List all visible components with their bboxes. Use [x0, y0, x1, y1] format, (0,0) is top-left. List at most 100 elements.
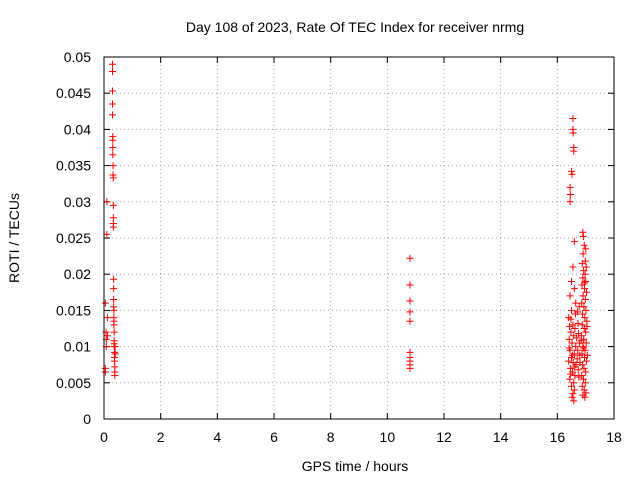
data-point — [568, 170, 576, 178]
x-tick-label: 4 — [213, 429, 221, 445]
data-point — [581, 379, 589, 387]
data-point — [109, 100, 116, 108]
data-point — [578, 299, 586, 307]
data-point — [582, 339, 590, 347]
data-point — [568, 167, 575, 175]
data-point — [570, 379, 578, 387]
data-point — [111, 343, 119, 351]
data-point — [581, 314, 589, 322]
data-point — [571, 325, 579, 332]
y-tick-label: 0.005 — [56, 375, 91, 391]
data-point — [110, 321, 118, 329]
data-point — [406, 281, 414, 289]
data-point — [571, 363, 579, 371]
data-point — [580, 386, 588, 394]
x-tick-label: 10 — [380, 429, 396, 445]
data-point — [566, 198, 574, 206]
data-point — [111, 350, 119, 358]
data-point — [109, 111, 116, 119]
data-point — [579, 250, 587, 258]
data-point — [566, 292, 574, 300]
x-tick-labels: 0 2 4 6 8 10 12 14 16 18 — [100, 429, 622, 445]
data-point — [573, 334, 581, 342]
x-tick-label: 18 — [606, 429, 622, 445]
data-point — [568, 277, 575, 285]
data-point — [573, 355, 581, 363]
x-tick-label: 6 — [270, 429, 278, 445]
data-point — [565, 344, 573, 352]
data-point — [110, 328, 118, 336]
data-point — [581, 393, 589, 401]
data-point — [577, 337, 585, 345]
y-tick-label: 0.05 — [64, 49, 91, 65]
data-point — [583, 351, 591, 359]
data-point — [580, 267, 588, 275]
data-point — [570, 285, 578, 293]
y-tick-labels: 0 0.005 0.01 0.015 0.02 0.025 0.03 0.035 0.04 0.0… — [56, 49, 91, 427]
data-points — [101, 60, 591, 405]
data-point — [570, 397, 578, 405]
data-point — [109, 201, 117, 209]
y-tick-label: 0.025 — [56, 230, 91, 246]
data-point — [574, 346, 582, 354]
data-point — [572, 343, 580, 351]
data-point — [570, 238, 578, 246]
y-tick-label: 0.02 — [64, 266, 91, 282]
data-point — [406, 297, 414, 305]
data-point — [581, 279, 589, 287]
data-point — [565, 357, 573, 365]
data-point — [406, 254, 414, 262]
data-point — [579, 343, 587, 351]
grid — [104, 57, 614, 419]
data-point — [580, 241, 588, 249]
data-point — [580, 364, 588, 372]
data-point — [406, 364, 414, 372]
data-point — [571, 372, 579, 380]
data-point — [583, 322, 591, 330]
data-point — [566, 322, 574, 330]
data-point — [579, 310, 587, 318]
data-point — [109, 67, 116, 75]
plot-frame — [103, 56, 615, 420]
data-point — [578, 350, 586, 358]
data-point — [582, 328, 590, 336]
data-point — [568, 382, 575, 390]
data-point — [406, 317, 414, 325]
data-point — [568, 351, 576, 359]
x-tick-label: 2 — [157, 429, 165, 445]
data-point — [110, 275, 118, 283]
data-point — [582, 368, 590, 376]
data-point — [568, 393, 576, 401]
data-point — [110, 285, 118, 293]
data-point — [569, 321, 577, 329]
data-point — [569, 129, 577, 137]
data-point — [109, 223, 117, 231]
data-point — [103, 314, 111, 322]
data-point — [566, 183, 574, 191]
data-point — [581, 257, 589, 265]
data-point — [111, 372, 119, 380]
x-tick-label: 0 — [100, 429, 108, 445]
y-tick-label: 0.04 — [64, 121, 91, 137]
data-point — [567, 328, 575, 336]
data-point — [570, 147, 578, 155]
x-tick-label: 16 — [550, 429, 566, 445]
data-point — [578, 382, 586, 390]
y-tick-label: 0.035 — [56, 158, 91, 174]
data-point — [567, 370, 575, 378]
data-point — [579, 274, 587, 282]
data-point — [579, 361, 587, 369]
data-point — [109, 60, 116, 68]
data-point — [581, 270, 589, 278]
data-point — [101, 368, 109, 376]
data-point — [109, 151, 117, 159]
data-point — [570, 386, 578, 394]
x-tick-label: 12 — [436, 429, 452, 445]
y-tick-label: 0.045 — [56, 85, 91, 101]
data-point — [580, 344, 588, 352]
y-tick-label: 0 — [83, 411, 91, 427]
data-point — [573, 308, 581, 316]
data-point — [569, 390, 577, 398]
x-tick-label: 8 — [327, 429, 335, 445]
data-point — [101, 299, 109, 307]
